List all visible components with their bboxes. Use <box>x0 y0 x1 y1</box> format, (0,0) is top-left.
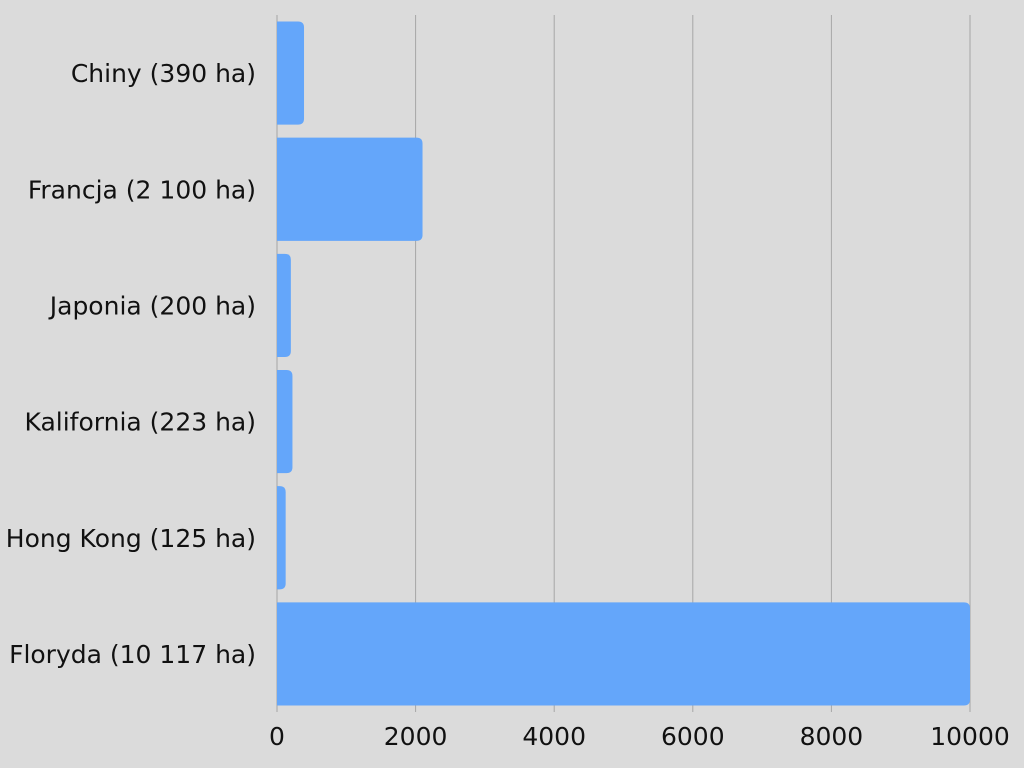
category-label: Kalifornia (223 ha) <box>25 408 257 437</box>
bar <box>277 137 423 241</box>
x-tick-label: 10000 <box>930 722 1010 751</box>
bar <box>277 370 293 474</box>
category-label: Chiny (390 ha) <box>71 59 256 88</box>
x-tick-label: 0 <box>269 722 285 751</box>
bar <box>277 602 970 706</box>
category-labels: Chiny (390 ha) Francja (2 100 ha) Japonia … <box>6 59 256 669</box>
x-tick-label: 4000 <box>522 722 586 751</box>
x-tick-label: 6000 <box>661 722 725 751</box>
bar <box>277 21 305 125</box>
x-tick-label: 2000 <box>384 722 448 751</box>
category-label: Japonia (200 ha) <box>48 291 256 320</box>
category-label: Floryda (10 117 ha) <box>9 640 256 669</box>
x-tick-label: 8000 <box>800 722 864 751</box>
x-tick-labels: 0 2000 4000 6000 8000 10000 <box>269 722 1010 751</box>
bar <box>277 486 286 590</box>
bar <box>277 253 291 357</box>
category-label: Francja (2 100 ha) <box>28 175 256 204</box>
bars <box>277 21 970 706</box>
category-label: Hong Kong (125 ha) <box>6 524 256 553</box>
grid-lines <box>276 15 971 712</box>
